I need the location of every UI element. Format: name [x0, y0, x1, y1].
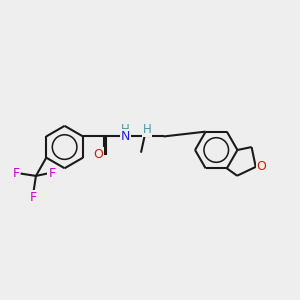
Text: H: H: [142, 124, 151, 136]
Text: H: H: [121, 124, 130, 136]
Text: F: F: [30, 190, 37, 204]
Text: F: F: [12, 167, 20, 180]
Text: O: O: [93, 148, 103, 161]
Text: F: F: [48, 167, 56, 180]
Text: N: N: [121, 130, 130, 143]
Text: O: O: [257, 160, 266, 173]
